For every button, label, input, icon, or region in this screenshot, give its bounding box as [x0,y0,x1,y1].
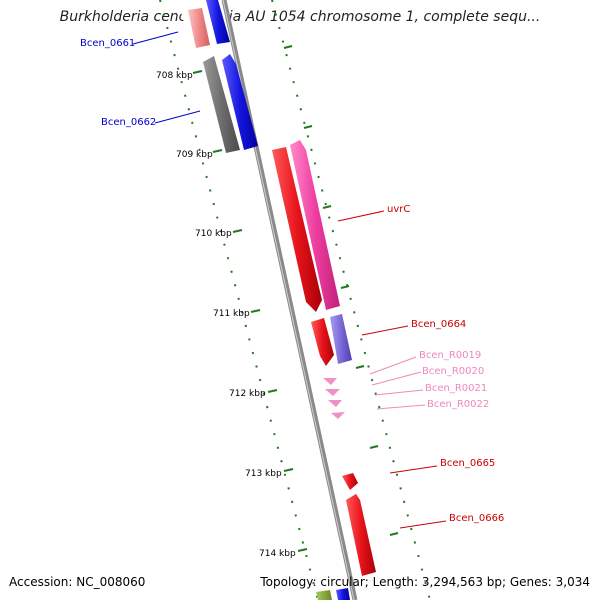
gene-bcen-0662-feature[interactable] [203,56,240,153]
gene-bcen-r0022-feature[interactable] [331,412,345,419]
leader-lines [132,31,447,529]
gene-bcen-0665-feature[interactable] [342,473,358,490]
kbp-label: 714 kbp [259,549,296,559]
gene-label-bcen-0666[interactable]: Bcen_0666 [449,513,504,524]
gene-bcen-0661-feature[interactable] [188,8,210,48]
gene-bcen-0662b-feature[interactable] [222,54,258,150]
kbp-label: 710 kbp [195,229,232,239]
gene-bcen-0664-feature[interactable] [311,318,334,366]
gene-label-uvrc[interactable]: uvrC [387,204,410,215]
accession-text: Accession: NC_008060 [9,575,146,589]
gene-features [188,0,376,600]
gene-label-bcen-0662[interactable]: Bcen_0662 [101,117,156,128]
gene-label-bcen-r0022[interactable]: Bcen_R0022 [427,399,489,410]
gene-label-bcen-0661[interactable]: Bcen_0661 [80,38,135,49]
map-title: Burkholderia cenocepacia AU 1054 chromos… [59,9,541,25]
gene-label-bcen-r0020[interactable]: Bcen_R0020 [422,366,484,377]
gene-uvrc-feature[interactable] [272,147,322,312]
gene-label-bcen-0665[interactable]: Bcen_0665 [440,458,495,469]
gene-label-bcen-0664[interactable]: Bcen_0664 [411,319,466,330]
gene-bcen-r0019-feature[interactable] [323,378,337,385]
gene-bcen-0666-feature[interactable] [346,494,376,576]
gene-next-olive-feature[interactable] [316,590,332,600]
gene-uvrc-b-feature[interactable] [290,140,340,310]
kbp-label: 713 kbp [245,469,282,479]
gene-bcen-r0021-feature[interactable] [328,400,342,407]
gene-bcen-0661b-feature[interactable] [206,0,230,44]
kbp-label: 711 kbp [213,309,250,319]
gene-label-bcen-r0021[interactable]: Bcen_R0021 [425,383,487,394]
gene-label-bcen-r0019[interactable]: Bcen_R0019 [419,350,481,361]
major-ticks [192,45,399,552]
topology-text: Topology: circular; Length: 3,294,563 bp… [260,575,590,589]
kbp-label: 712 kbp [229,389,266,399]
kbp-label: 709 kbp [176,150,213,160]
kbp-label: 708 kbp [156,71,193,81]
gene-next-blue-feature[interactable] [336,588,350,600]
gene-bcen-0664b-feature[interactable] [330,314,352,364]
chromosome-backbone [221,0,358,600]
gene-bcen-r0020-feature[interactable] [325,389,340,396]
